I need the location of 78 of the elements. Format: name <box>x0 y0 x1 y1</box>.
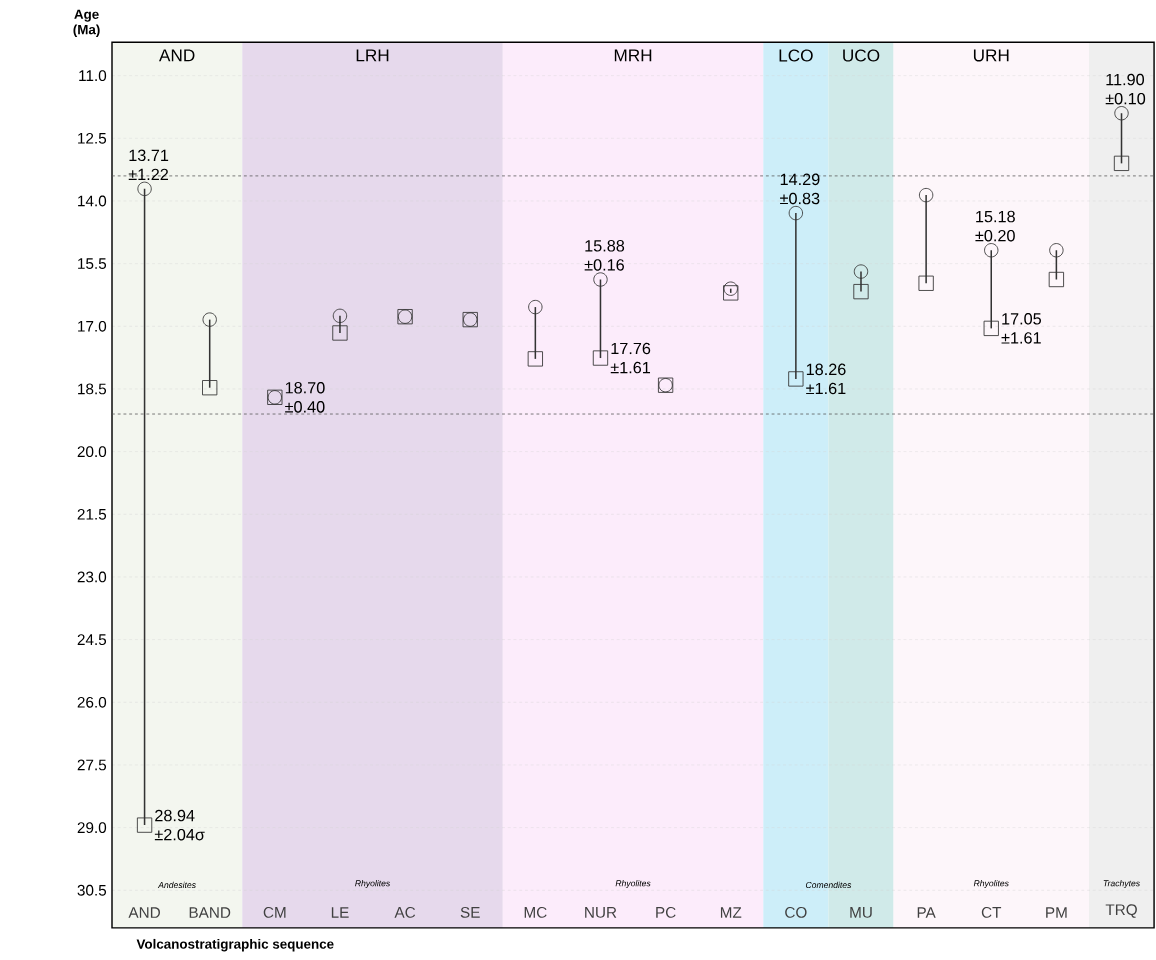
x-tick-label: PA <box>917 907 936 919</box>
data-label: 18.26 ±1.61 <box>806 363 846 395</box>
point <box>1113 155 1130 172</box>
point <box>202 312 217 327</box>
point <box>918 275 934 292</box>
y-tick-label: 26.0 <box>77 697 107 708</box>
annotation: Rhyolites <box>973 880 1009 889</box>
y-tick-label: 21.5 <box>77 509 107 520</box>
x-tick-label: LE <box>331 907 349 919</box>
x-axis-title: Volcanostratigraphic sequence <box>136 939 334 952</box>
x-tick-label: TRQ <box>1105 904 1137 919</box>
x-tick-label: BAND <box>189 907 231 919</box>
data-label: 15.18 ±0.20 <box>975 211 1015 242</box>
y-tick-label: 17.0 <box>78 321 107 332</box>
point <box>202 380 218 396</box>
y-tick-label: 15.5 <box>78 258 107 270</box>
point <box>528 300 543 315</box>
data-label: 13.71 ±1.22 <box>128 149 169 181</box>
band-label: URH <box>973 49 1009 62</box>
x-tick-label: CM <box>263 907 286 919</box>
annotation: Andesites <box>157 881 196 889</box>
y-tick-label: 14.0 <box>78 195 107 207</box>
y-tick-label: 24.5 <box>77 634 107 646</box>
y-tick-label: 11.0 <box>79 70 107 82</box>
x-tick-label: AND <box>128 907 160 919</box>
y-tick-label: 27.5 <box>77 759 107 771</box>
y-tick-label: 12.5 <box>78 133 107 144</box>
x-tick-label: SE <box>460 907 480 919</box>
x-tick-label: MZ <box>720 907 742 919</box>
data-label: 11.90 ±0.10 <box>1105 74 1146 105</box>
y-tick-label: 20.0 <box>77 446 107 458</box>
x-tick-label: CT <box>981 907 1002 919</box>
band-label: MRH <box>614 49 652 62</box>
x-tick-label: CO <box>785 907 807 919</box>
data-label: 18.70 ±0.40 <box>285 382 325 413</box>
annotation: Rhyolites <box>355 880 391 889</box>
point <box>592 350 609 366</box>
y-tick-label: 29.0 <box>77 822 107 834</box>
y-axis-title: Age (Ma) <box>73 9 100 38</box>
point <box>723 285 739 301</box>
point <box>788 206 804 221</box>
point <box>136 817 153 833</box>
y-tick-label: 23.0 <box>77 571 107 583</box>
y-tick-label: 30.5 <box>77 885 107 896</box>
x-tick-label: PM <box>1046 907 1067 919</box>
band-label: LCO <box>779 49 813 62</box>
band-label: AND <box>159 49 195 62</box>
data-label: 17.05 ±1.61 <box>1001 313 1042 344</box>
point <box>788 371 804 387</box>
data-label: 28.94 ±2.04σ <box>154 810 205 841</box>
point <box>527 351 543 367</box>
x-tick-label: MC <box>524 907 547 919</box>
band-label: UCO <box>843 49 880 62</box>
annotation: Trachytes <box>1103 880 1140 889</box>
data-label: 17.76 ±1.61 <box>610 342 651 374</box>
point <box>853 264 869 279</box>
point <box>1048 272 1065 288</box>
annotation: Rhyolites <box>615 880 651 889</box>
x-tick-label: MU <box>850 907 872 919</box>
point <box>593 272 608 287</box>
point <box>853 284 869 300</box>
point <box>918 188 934 203</box>
annotation: Comendites <box>805 881 852 889</box>
point <box>984 243 999 258</box>
band-label: LRH <box>356 49 389 62</box>
point <box>1049 243 1064 258</box>
y-tick-label: 18.5 <box>78 383 107 395</box>
x-tick-label: AC <box>394 907 416 919</box>
point <box>983 320 999 337</box>
data-label: 15.88 ±0.16 <box>584 240 625 271</box>
point <box>1114 106 1129 121</box>
point <box>332 325 348 341</box>
point <box>723 281 738 297</box>
x-tick-label: PC <box>656 907 676 919</box>
point <box>137 181 152 197</box>
point <box>332 308 348 324</box>
data-label: 14.29 ±0.83 <box>780 173 820 205</box>
x-tick-label: NUR <box>585 907 617 919</box>
